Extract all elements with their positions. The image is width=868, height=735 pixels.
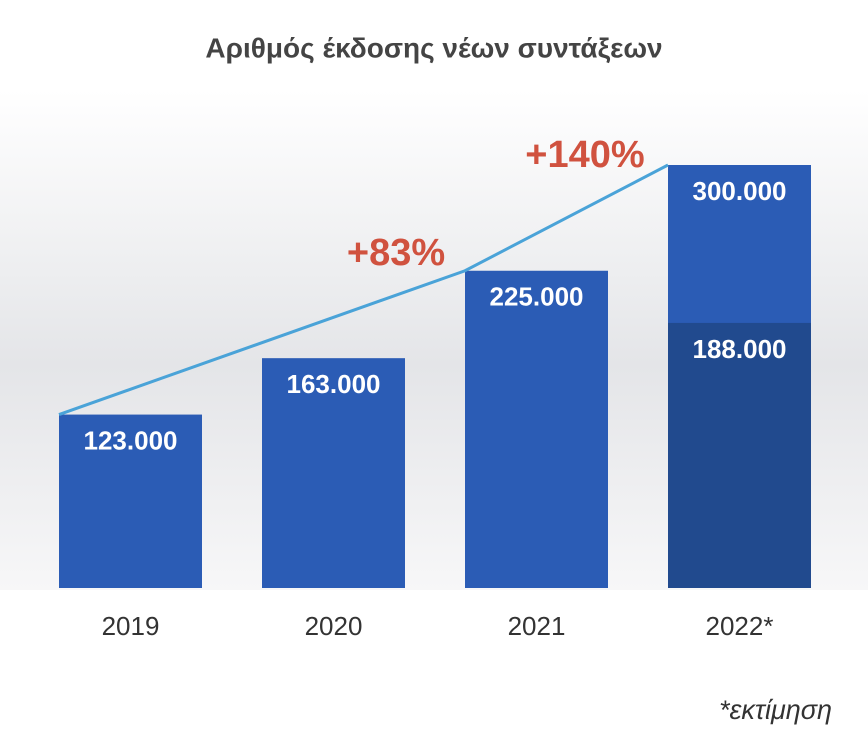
footnote: *εκτίμηση [719, 695, 832, 725]
bar [465, 270, 608, 588]
value-label: 163.000 [287, 369, 381, 399]
value-label: 123.000 [84, 425, 178, 455]
annotation: +140% [525, 134, 644, 176]
bar [668, 322, 811, 588]
chart-title: Αριθμός έκδοσης νέων συντάξεων [205, 32, 662, 63]
trend-line [58, 163, 669, 416]
bar [59, 414, 202, 588]
annotation: +83% [347, 232, 445, 274]
value-label: 188.000 [693, 334, 787, 364]
x-tick-label: 2021 [508, 611, 566, 641]
x-tick-label: 2020 [305, 611, 363, 641]
x-tick-label: 2019 [102, 611, 160, 641]
value-label: 300.000 [693, 176, 787, 206]
bar [262, 358, 405, 588]
x-tick-label: 2022* [706, 611, 774, 641]
value-label: 225.000 [490, 282, 584, 312]
